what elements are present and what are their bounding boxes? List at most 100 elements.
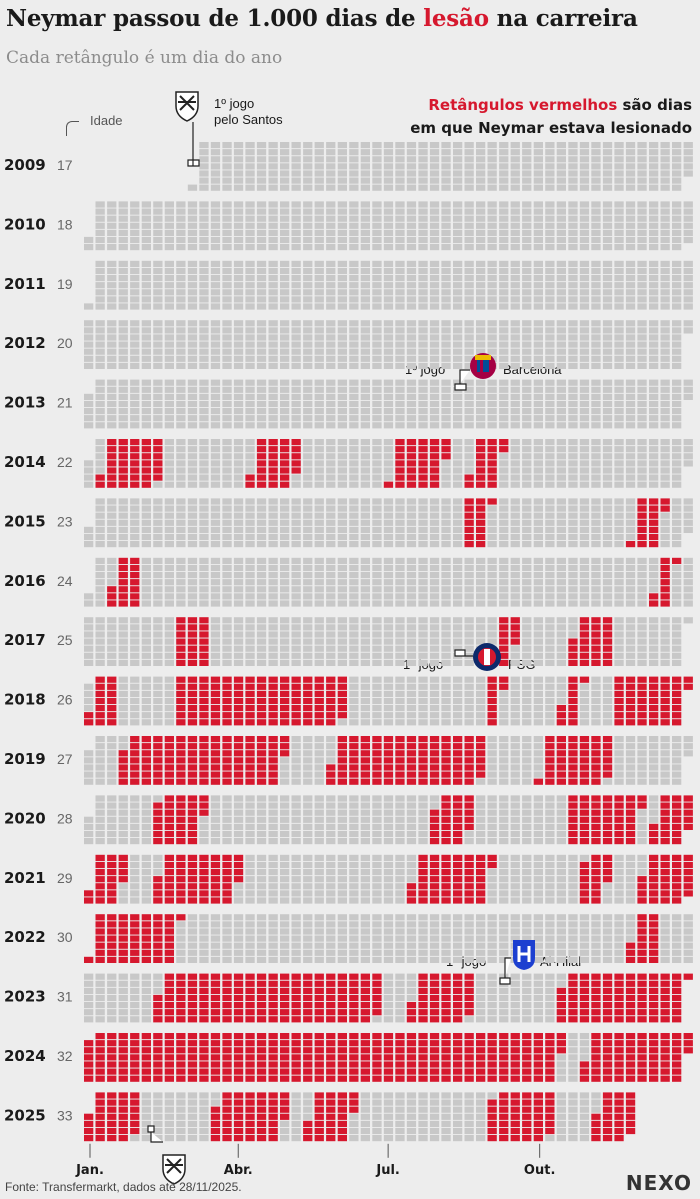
day-cell — [487, 334, 497, 341]
day-cell — [222, 260, 232, 267]
day-cell — [360, 379, 370, 386]
day-cell — [429, 586, 440, 593]
day-cell-injured — [625, 795, 636, 802]
day-cell — [360, 838, 370, 845]
day-cell — [349, 949, 359, 956]
day-cell — [95, 533, 105, 541]
day-cell — [314, 533, 324, 541]
day-cell — [556, 564, 566, 572]
day-cell — [153, 697, 163, 705]
day-cell-injured — [649, 505, 659, 512]
day-cell — [464, 697, 474, 705]
day-cell — [383, 362, 394, 369]
day-cell — [291, 222, 301, 229]
day-cell — [256, 617, 267, 624]
day-cell — [429, 334, 440, 341]
day-cell — [256, 816, 267, 823]
day-cell — [199, 320, 209, 327]
day-cell — [360, 617, 370, 624]
day-cell — [233, 236, 244, 244]
day-cell — [268, 505, 278, 512]
day-cell — [672, 379, 682, 386]
day-cell — [314, 876, 324, 883]
day-cell — [84, 334, 94, 341]
day-cell — [291, 743, 301, 750]
day-cell — [672, 282, 682, 289]
day-cell — [118, 719, 128, 726]
day-cell — [487, 764, 497, 771]
day-cell — [545, 624, 555, 631]
day-cell — [522, 422, 532, 429]
day-cell-injured — [337, 743, 347, 750]
day-cell — [337, 935, 347, 942]
day-cell — [625, 400, 636, 408]
day-cell-injured — [429, 816, 440, 823]
day-cell — [141, 289, 151, 296]
day-cell — [303, 564, 313, 572]
day-cell — [649, 386, 659, 393]
day-cell — [176, 942, 186, 949]
day-cell — [314, 921, 324, 928]
day-cell — [233, 215, 244, 222]
day-cell — [314, 586, 324, 593]
day-cell — [210, 170, 221, 177]
day-cell — [245, 260, 255, 267]
day-cell — [660, 422, 670, 429]
day-cell — [406, 289, 417, 296]
day-cell — [199, 244, 209, 251]
day-cell — [406, 949, 417, 956]
day-cell — [395, 526, 405, 533]
day-cell — [591, 334, 601, 341]
day-cell — [210, 222, 221, 229]
day-cell — [395, 557, 405, 564]
day-cell — [591, 386, 601, 393]
day-cell — [429, 697, 440, 705]
day-cell — [130, 617, 140, 624]
day-cell — [545, 296, 555, 303]
day-cell-injured — [487, 467, 497, 474]
day-cell-injured — [199, 876, 209, 883]
day-cell — [464, 631, 474, 638]
day-cell — [487, 215, 497, 222]
day-cell — [326, 222, 336, 229]
day-cell — [602, 541, 613, 548]
day-cell — [118, 541, 128, 548]
day-cell-injured — [153, 921, 163, 928]
day-cell — [187, 942, 198, 949]
day-cell — [291, 201, 301, 208]
day-cell — [280, 816, 290, 823]
day-cell — [245, 142, 255, 149]
day-cell — [383, 422, 394, 429]
day-cell — [326, 512, 336, 519]
day-cell — [199, 355, 209, 362]
day-cell — [476, 676, 486, 683]
day-cell-injured — [337, 757, 347, 764]
day-cell — [429, 229, 440, 236]
day-cell-injured — [291, 719, 301, 726]
day-cell — [602, 215, 613, 222]
day-cell — [210, 379, 221, 386]
day-cell — [222, 505, 232, 512]
day-cell — [406, 327, 417, 334]
day-cell — [372, 659, 382, 666]
day-cell — [637, 600, 647, 607]
day-cell — [429, 928, 440, 935]
day-cell — [464, 593, 474, 600]
day-cell-injured — [672, 838, 682, 845]
day-cell — [429, 184, 440, 191]
day-cell — [268, 890, 278, 897]
day-cell-injured — [118, 579, 128, 586]
day-cell — [326, 795, 336, 802]
day-cell — [326, 149, 336, 156]
day-cell — [672, 149, 682, 156]
day-cell — [280, 830, 290, 838]
day-cell — [672, 624, 682, 631]
day-cell-injured — [464, 778, 474, 785]
day-cell — [683, 736, 693, 743]
day-cell — [602, 163, 613, 170]
day-cell — [637, 341, 647, 348]
day-cell — [280, 275, 290, 282]
day-cell — [464, 393, 474, 400]
day-cell — [568, 467, 578, 474]
day-cell — [499, 393, 509, 400]
